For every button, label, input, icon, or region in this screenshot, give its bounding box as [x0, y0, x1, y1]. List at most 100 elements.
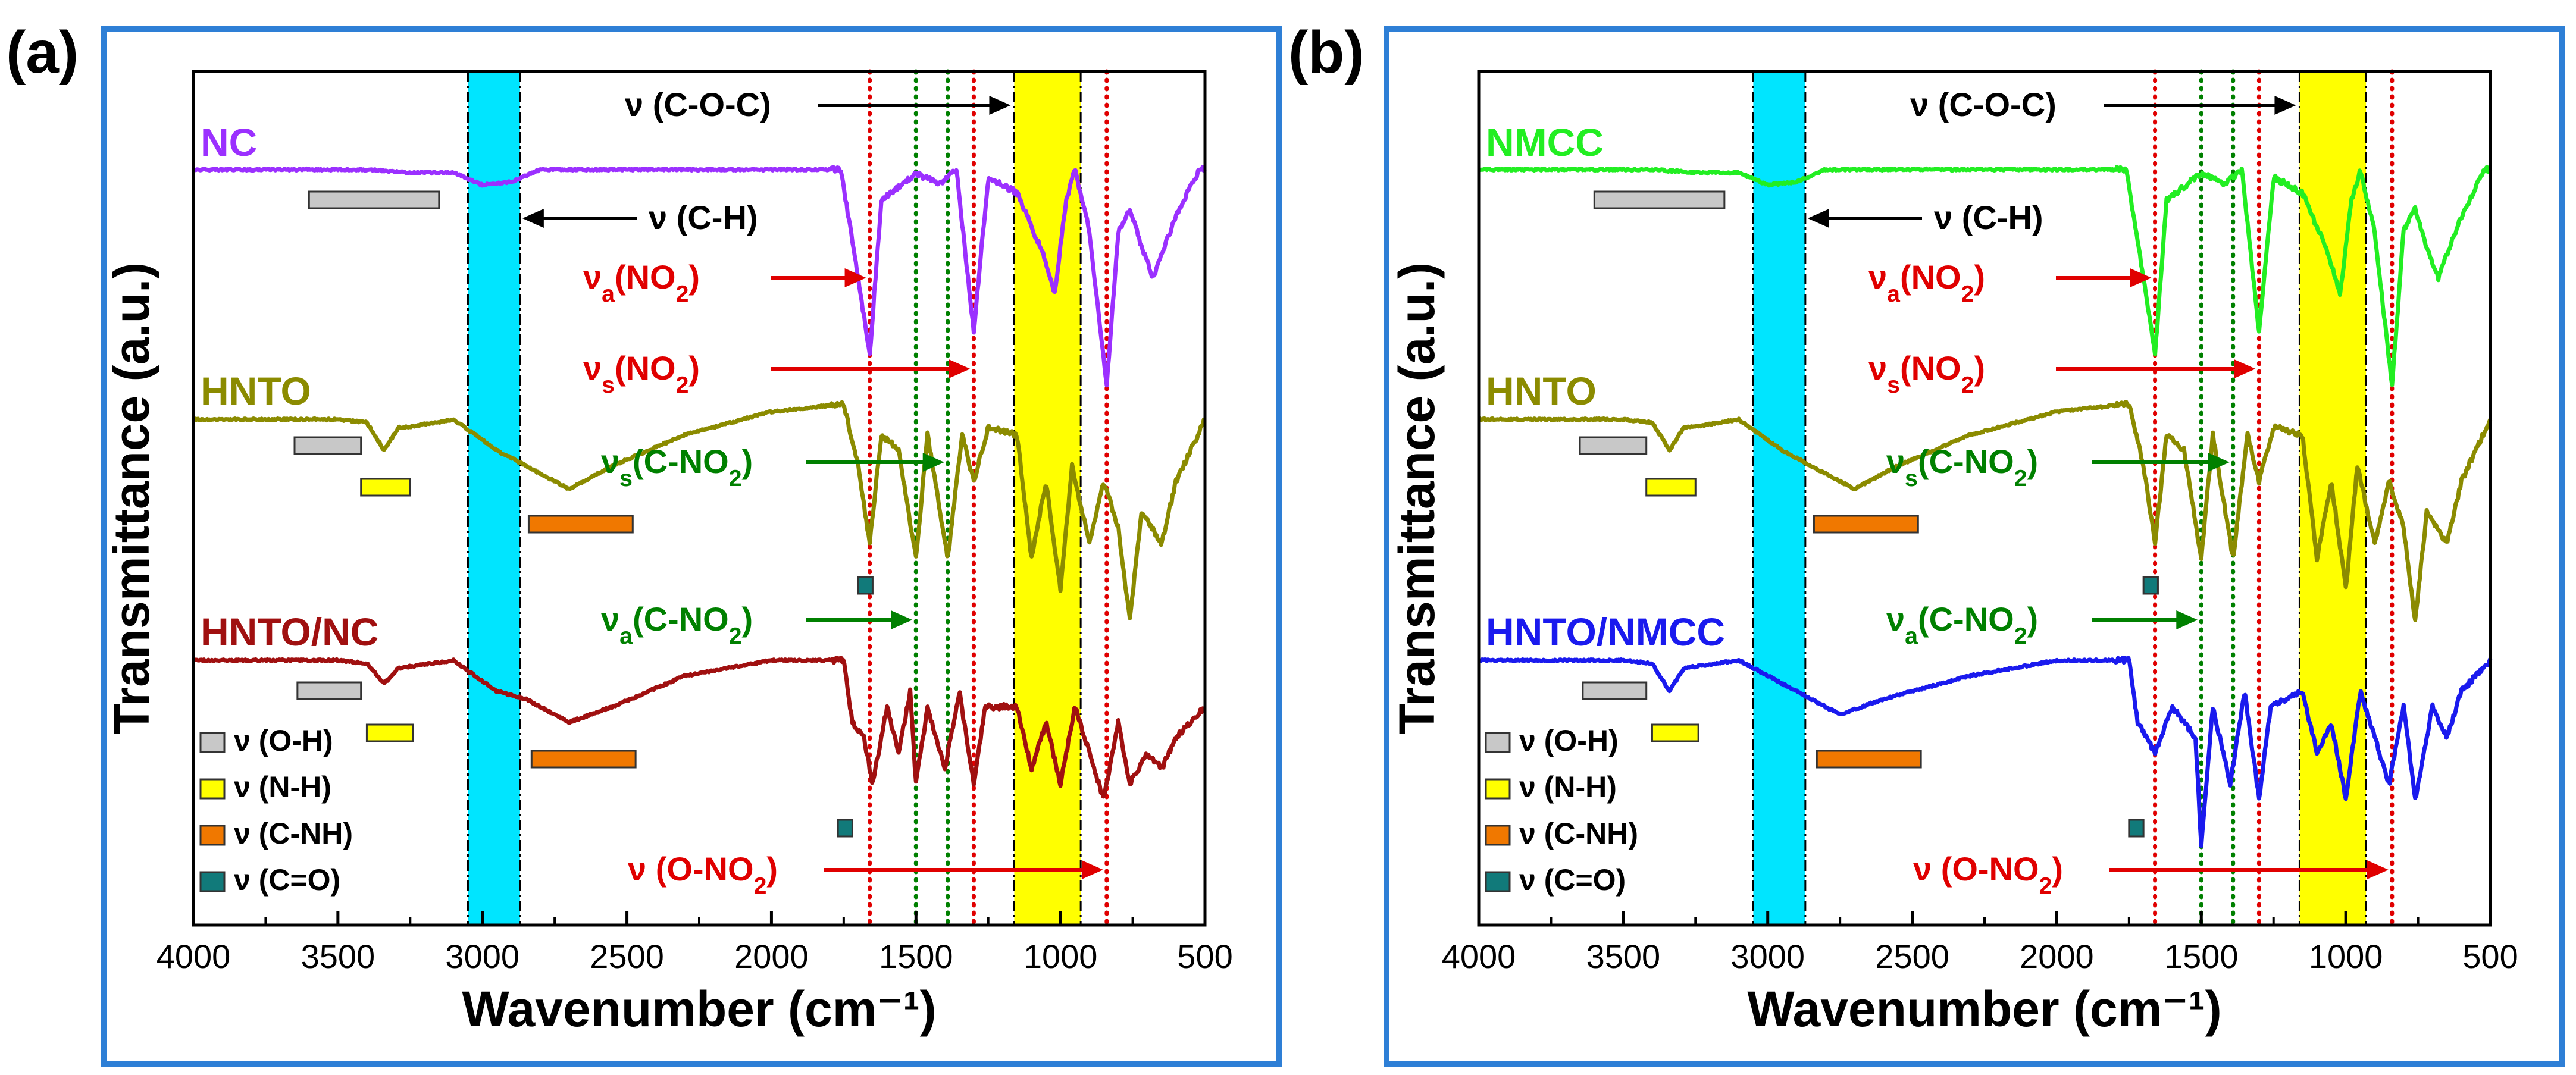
panel-b: (b) NMCC HNTO HNTO/NMCC ν (C-O-C) ν (C-H) νa(N… — [1288, 19, 2565, 1067]
annotation-arrowhead — [2208, 453, 2230, 472]
band-marker-o-h — [293, 436, 362, 455]
series-line-hnto-nmcc — [1478, 656, 2493, 848]
band-marker-o-h — [1579, 436, 1648, 455]
x-tick-label: 500 — [2462, 938, 2518, 975]
annotation-label: ν (O-NO2) — [628, 850, 778, 899]
annotation-arrowhead — [891, 610, 913, 629]
band-marker-o-h — [296, 681, 362, 700]
legend-swatch — [1485, 825, 1511, 846]
panel-a: (a) NC HNTO HNTO/NC ν (C-O-C) ν (C-H) νa(NO2) ν… — [6, 19, 1282, 1067]
legend-swatch — [1485, 871, 1511, 892]
band-marker-c-nh — [1813, 515, 1919, 534]
y-axis-title: Transmittance (a.u.) — [104, 262, 159, 735]
band-marker-c-nh — [1816, 750, 1922, 769]
legend-label: ν (C=O) — [234, 863, 340, 897]
series-label: HNTO/NMCC — [1486, 610, 1725, 654]
annotation-label: νa(C-NO2) — [601, 600, 753, 649]
band-marker-n-h — [365, 723, 414, 742]
annotation-label: ν (C-O-C) — [625, 86, 771, 123]
x-tick-label: 1500 — [879, 938, 953, 975]
legend-label: ν (C=O) — [1519, 863, 1626, 897]
x-tick-label: 500 — [1177, 938, 1232, 975]
x-axis-title: Wavenumber (cm⁻¹) — [462, 981, 936, 1037]
band-marker-co — [857, 576, 874, 595]
x-tick-label: 2000 — [734, 938, 809, 975]
legend-swatch — [1485, 732, 1511, 753]
band-marker-co — [837, 819, 853, 838]
series-line-nmcc — [1478, 165, 2493, 387]
annotation-arrowhead — [2130, 268, 2152, 287]
annotation-arrowhead — [949, 359, 971, 378]
x-tick-label: 4000 — [156, 938, 231, 975]
legend-swatch — [199, 778, 226, 800]
series-label: NC — [201, 120, 257, 164]
panel-label: (a) — [6, 19, 79, 86]
series-label: HNTO — [201, 369, 311, 413]
band-marker-co — [2128, 819, 2145, 838]
annotation-label: νa(C-NO2) — [1886, 600, 2038, 649]
x-tick-label: 3000 — [1730, 938, 1805, 975]
band-marker-o-h — [1593, 190, 1726, 209]
x-tick-label: 2000 — [2020, 938, 2094, 975]
band-marker-n-h — [360, 478, 411, 497]
panel-frame — [101, 26, 1282, 1067]
annotation-arrowhead — [2176, 610, 2198, 629]
legend-label: ν (C-NH) — [1519, 817, 1638, 850]
annotation-arrowhead — [522, 209, 544, 228]
y-axis-title: Transmittance (a.u.) — [1389, 262, 1445, 735]
legend-label: ν (C-NH) — [234, 817, 353, 850]
x-tick-label: 3000 — [445, 938, 519, 975]
legend-swatch — [199, 871, 226, 892]
annotation-label: ν (O-NO2) — [1913, 850, 2063, 899]
annotation-label: νs(C-NO2) — [601, 443, 753, 491]
annotation-label: νa(NO2) — [1868, 258, 1985, 307]
x-tick-label: 1500 — [2164, 938, 2239, 975]
panel-label: (b) — [1288, 19, 1364, 86]
band-marker-o-h — [1582, 681, 1648, 700]
annotation-label: ν (C-H) — [649, 199, 758, 236]
legend-label: ν (O-H) — [234, 724, 333, 757]
annotation-arrowhead — [844, 268, 866, 287]
annotation-arrowhead — [922, 453, 944, 472]
series-label: NMCC — [1486, 120, 1604, 164]
band-marker-c-nh — [527, 515, 634, 534]
series-line-hnto — [1477, 400, 2493, 622]
annotation-label: νa(NO2) — [583, 258, 700, 307]
highlight-band — [468, 71, 520, 925]
annotation-arrowhead — [1081, 860, 1103, 879]
legend-swatch — [199, 732, 226, 753]
highlight-band — [1753, 71, 1805, 925]
x-tick-label: 2500 — [1875, 938, 1949, 975]
legend-swatch — [1485, 778, 1511, 800]
annotation-arrowhead — [1807, 209, 1829, 228]
x-axis-title: Wavenumber (cm⁻¹) — [1747, 981, 2221, 1037]
annotation-label: νs(NO2) — [583, 349, 700, 398]
series-label: HNTO/NC — [201, 610, 378, 654]
legend-label: ν (N-H) — [234, 770, 331, 804]
band-marker-n-h — [1651, 723, 1699, 742]
annotation-arrowhead — [2274, 96, 2296, 115]
band-marker-co — [2142, 576, 2159, 595]
band-marker-c-nh — [530, 750, 637, 769]
band-marker-o-h — [308, 190, 440, 209]
annotation-arrowhead — [2367, 860, 2389, 879]
x-tick-label: 3500 — [301, 938, 375, 975]
legend-swatch — [199, 825, 226, 846]
x-tick-label: 1000 — [2309, 938, 2383, 975]
annotation-label: νs(NO2) — [1868, 349, 1985, 398]
annotation-arrowhead — [2234, 359, 2256, 378]
x-tick-label: 1000 — [1023, 938, 1098, 975]
series-label: HNTO — [1486, 369, 1597, 413]
series-line-hnto-nc — [192, 656, 1207, 799]
annotation-label: νs(C-NO2) — [1886, 443, 2038, 491]
band-marker-n-h — [1645, 478, 1697, 497]
panel-frame — [1384, 26, 2565, 1067]
legend-label: ν (N-H) — [1519, 770, 1617, 804]
legend-label: ν (O-H) — [1519, 724, 1619, 757]
series-line-nc — [192, 165, 1207, 388]
x-tick-label: 4000 — [1442, 938, 1516, 975]
annotation-label: ν (C-H) — [1934, 199, 2043, 236]
x-tick-label: 3500 — [1586, 938, 1661, 975]
series-line-hnto — [192, 400, 1207, 620]
